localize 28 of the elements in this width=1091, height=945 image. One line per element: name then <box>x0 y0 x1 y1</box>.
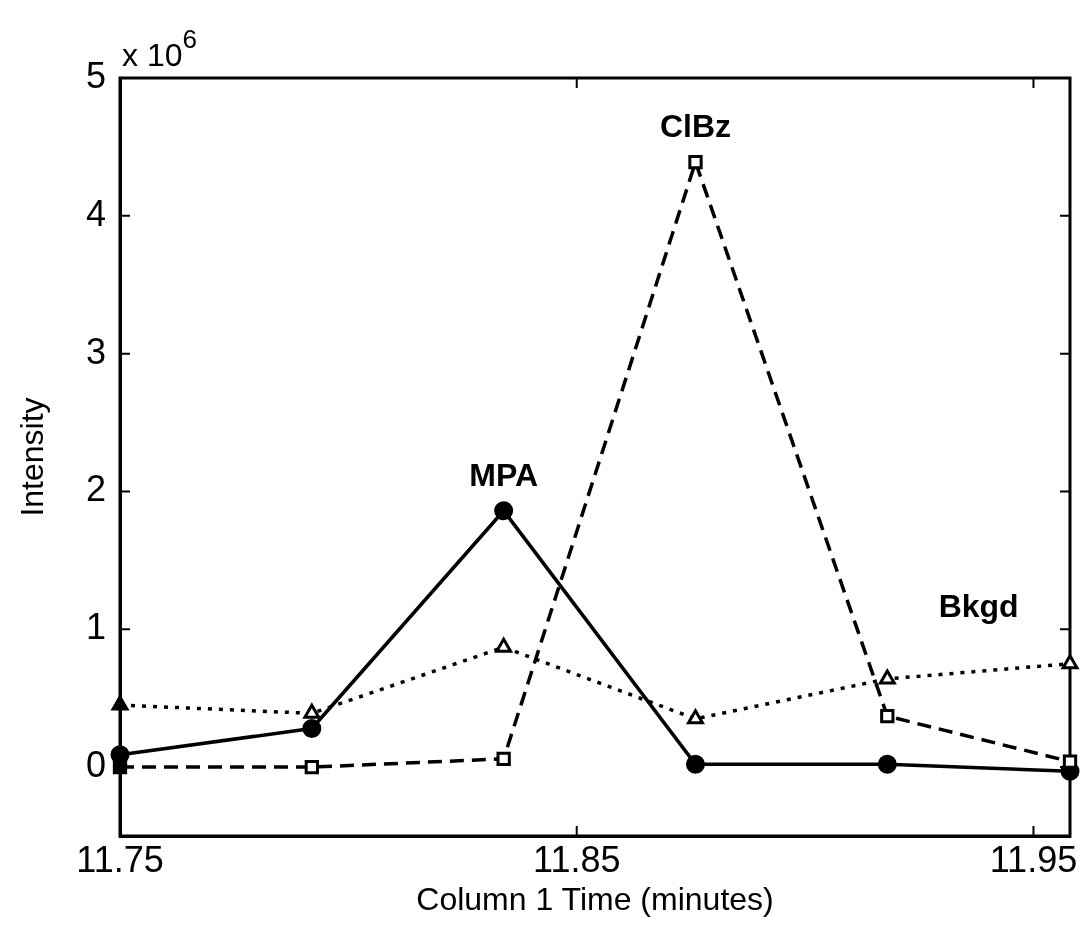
y-tick-label: 0 <box>85 744 106 786</box>
series-label: MPA <box>469 456 539 493</box>
y-tick-label: 4 <box>85 192 106 234</box>
point <box>495 637 513 653</box>
point <box>496 751 511 766</box>
point <box>302 719 322 738</box>
series-label: ClBz <box>659 107 732 144</box>
point <box>1061 654 1079 670</box>
x-tick-label: 11.75 <box>76 838 164 880</box>
point <box>880 708 895 724</box>
point <box>688 154 703 170</box>
text: x 10$^{6}$ <box>122 24 197 74</box>
x-tick-label: 11.85 <box>533 838 621 880</box>
y-axis-title: Intensity <box>14 397 51 517</box>
series-label: Bkgd <box>938 587 1019 624</box>
point <box>878 669 896 685</box>
y-tick-label: 5 <box>85 54 106 96</box>
point <box>877 754 897 774</box>
y-tick-label: 1 <box>85 606 106 648</box>
point <box>687 709 704 725</box>
point <box>304 759 319 775</box>
point <box>303 703 321 719</box>
y-tick-label: 3 <box>85 330 106 372</box>
x-axis-title: Column 1 Time (minutes) <box>416 880 774 917</box>
point <box>685 754 705 774</box>
x-tick-label: 11.95 <box>989 838 1078 880</box>
point <box>494 501 514 521</box>
y-tick-label: 2 <box>85 468 106 510</box>
